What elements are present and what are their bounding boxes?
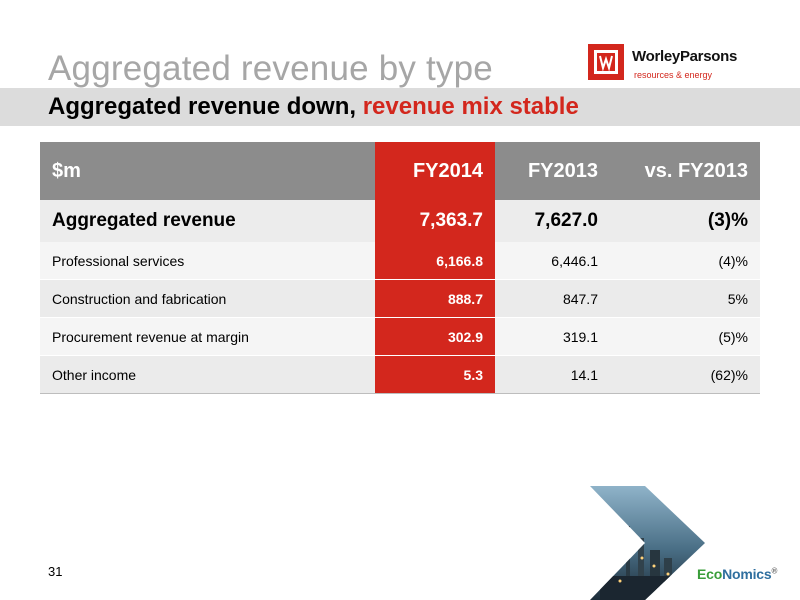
economics-eco: Eco — [697, 566, 723, 582]
worleyparsons-logo: WorleyParsons resources & energy — [588, 44, 778, 86]
worleyparsons-logo-icon — [588, 44, 624, 80]
cell-fy2013: 7,627.0 — [495, 200, 610, 242]
cell-fy2013: 319.1 — [495, 317, 610, 356]
logo-tagline: resources & energy — [634, 70, 713, 80]
economics-registered-mark: ® — [771, 566, 778, 576]
row-label: Construction and fabrication — [40, 279, 375, 318]
cell-fy2013: 847.7 — [495, 279, 610, 318]
table-header-row: $m FY2014 FY2013 vs. FY2013 — [40, 142, 760, 200]
slide-title: Aggregated revenue by type — [48, 49, 493, 88]
header-unit: $m — [40, 142, 375, 200]
cell-change: (62)% — [610, 355, 760, 394]
logo-wordmark: WorleyParsons — [632, 48, 738, 65]
cell-fy2013: 6,446.1 — [495, 242, 610, 280]
cell-change: (5)% — [610, 317, 760, 356]
cell-fy2013: 14.1 — [495, 355, 610, 394]
economics-brand: EcoNomics® — [697, 566, 777, 582]
header-change: vs. FY2013 — [610, 142, 760, 200]
cell-change: 5% — [610, 279, 760, 318]
economics-nomics: Nomics — [722, 566, 772, 582]
table-row: Procurement revenue at margin 302.9 319.… — [40, 317, 760, 356]
cell-fy2014: 7,363.7 — [375, 200, 495, 242]
row-label: Professional services — [40, 242, 375, 280]
subtitle-main: Aggregated revenue down, — [48, 93, 363, 120]
table-row: Other income 5.3 14.1 (62)% — [40, 355, 760, 394]
table-row: Construction and fabrication 888.7 847.7… — [40, 279, 760, 318]
cell-fy2014: 5.3 — [375, 355, 495, 394]
subtitle-accent: revenue mix stable — [362, 93, 579, 120]
revenue-table: $m FY2014 FY2013 vs. FY2013 Aggregated r… — [40, 142, 760, 394]
cell-fy2014: 6,166.8 — [375, 242, 495, 280]
slide-subtitle: Aggregated revenue down, revenue mix sta… — [48, 91, 579, 123]
chevron-photo-graphic — [590, 486, 705, 600]
header-fy2014: FY2014 — [375, 142, 495, 200]
page-number: 31 — [48, 564, 63, 579]
header-fy2013: FY2013 — [495, 142, 610, 200]
table-row-total: Aggregated revenue 7,363.7 7,627.0 (3)% — [40, 200, 760, 242]
subtitle-band — [0, 88, 800, 126]
cell-change: (3)% — [610, 200, 760, 242]
row-label: Other income — [40, 355, 375, 394]
row-label: Aggregated revenue — [40, 200, 375, 242]
cell-fy2014: 888.7 — [375, 279, 495, 318]
cell-change: (4)% — [610, 242, 760, 280]
table-row: Professional services 6,166.8 6,446.1 (4… — [40, 242, 760, 280]
cell-fy2014: 302.9 — [375, 317, 495, 356]
row-label: Procurement revenue at margin — [40, 317, 375, 356]
